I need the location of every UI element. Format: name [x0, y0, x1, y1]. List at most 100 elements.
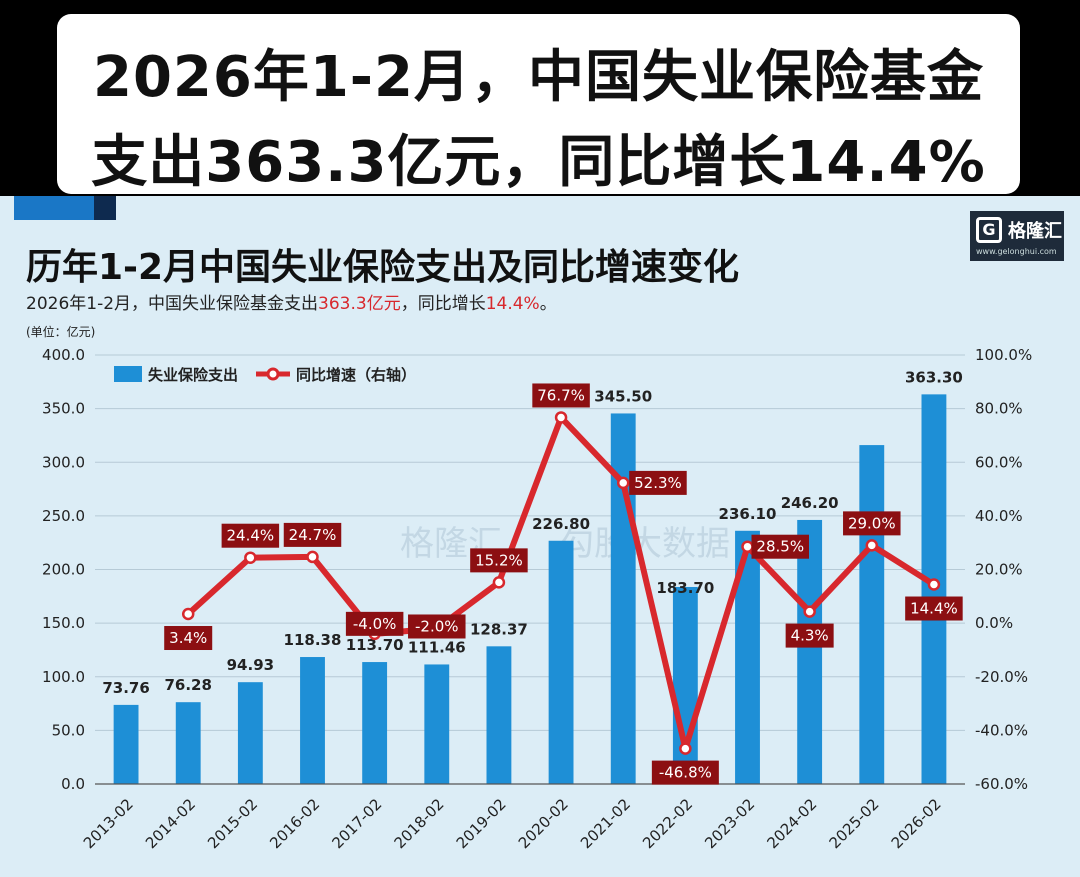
growth-point: [492, 576, 506, 589]
x-tick-label: 2015-02: [204, 795, 261, 852]
bar-value-label: 236.10: [719, 505, 777, 523]
y-left-tick-label: 0.0: [61, 775, 85, 793]
growth-value-label: 3.4%: [169, 629, 207, 647]
growth-point: [181, 607, 195, 621]
chart-title: 历年1-2月中国失业保险支出及同比增速变化: [26, 247, 740, 288]
x-tick-label: 2019-02: [453, 795, 510, 852]
growth-label-box: [532, 383, 590, 408]
bar-value-label: 76.28: [164, 676, 211, 694]
growth-point: [927, 578, 941, 591]
x-tick-label: 2025-02: [826, 795, 883, 852]
logo-g-icon: G: [976, 217, 1002, 243]
growth-label-box: [751, 534, 809, 559]
bar-value-label: 94.93: [227, 656, 274, 674]
growth-label-box: [408, 614, 466, 639]
growth-point: [865, 539, 879, 552]
watermark-text-2: 勾股大数据: [560, 524, 730, 564]
y-right-tick-label: -60.0%: [975, 775, 1028, 793]
bar: [797, 519, 823, 784]
x-tick-label: 2026-02: [888, 795, 945, 852]
bar: [175, 702, 201, 784]
decorative-bar: [14, 196, 94, 220]
growth-label-box: [651, 760, 719, 785]
y-right-tick-label: -20.0%: [975, 668, 1028, 686]
growth-label-box: [629, 470, 687, 495]
bar-value-label: 345.50: [594, 387, 652, 405]
x-tick-label: 2021-02: [577, 795, 634, 852]
y-left-tick-label: 300.0: [42, 453, 85, 471]
bar-value-label: 118.38: [284, 631, 342, 649]
growth-value-label: 76.7%: [537, 386, 585, 404]
x-tick-label: 2024-02: [763, 795, 820, 852]
logo-url: www.gelonghui.com: [976, 247, 1057, 256]
growth-value-label: 15.2%: [475, 551, 523, 569]
y-left-tick-label: 350.0: [42, 400, 85, 418]
subtitle-prefix: 2026年1-2月，中国失业保险基金支出: [26, 294, 319, 314]
growth-point: [679, 742, 692, 755]
bar: [610, 413, 636, 784]
bar-value-label: 246.20: [781, 494, 839, 512]
headline-line-2: 支出363.3亿元，同比增长14.4%: [91, 130, 986, 195]
growth-value-label: 52.3%: [634, 474, 682, 492]
y-right-tick-label: 60.0%: [975, 453, 1023, 471]
bar: [859, 445, 885, 784]
y-left-tick-label: 400.0: [42, 346, 85, 364]
growth-point: [244, 551, 257, 564]
bar-value-label: 128.37: [470, 620, 528, 638]
headline-banner: 2026年1-2月，中国失业保险基金 支出363.3亿元，同比增长14.4%: [57, 14, 1020, 195]
growth-value-label: 29.0%: [848, 514, 896, 532]
subtitle-value: 363.3亿元: [318, 294, 401, 314]
growth-point: [306, 550, 319, 564]
bar: [300, 657, 325, 784]
bar-value-label: 113.70: [346, 636, 404, 654]
growth-value-label: 14.4%: [910, 600, 958, 618]
growth-value-label: 24.4%: [227, 527, 275, 545]
x-tick-label: 2013-02: [80, 795, 137, 852]
headline-line-1: 2026年1-2月，中国失业保险基金: [92, 45, 985, 110]
x-tick-label: 2017-02: [328, 795, 385, 852]
x-tick-label: 2016-02: [266, 795, 323, 852]
subtitle-suffix: 。: [539, 294, 557, 314]
bar-value-label: 111.46: [408, 638, 466, 656]
x-tick-label: 2022-02: [639, 795, 696, 852]
legend-line-label: 同比增速（右轴）: [296, 366, 416, 384]
growth-label-box: [164, 626, 213, 651]
bar: [548, 540, 574, 784]
legend-line-marker: [266, 367, 280, 381]
legend-bar-swatch: [114, 366, 142, 382]
growth-value-label: -2.0%: [415, 617, 459, 635]
growth-value-label: 24.7%: [289, 526, 337, 544]
x-tick-label: 2020-02: [515, 795, 572, 852]
growth-point: [741, 540, 754, 553]
bar-value-label: 183.70: [656, 579, 714, 597]
growth-label-box: [470, 548, 528, 573]
line-series: 3.4% 24.4% 24.7% -4.0% -2.0% 15.2% 76.7% 52.3% -…: [164, 383, 963, 785]
growth-label-box: [221, 523, 280, 548]
logo-name: 格隆汇: [1008, 221, 1062, 242]
growth-point: [616, 476, 630, 490]
growth-value-label: 28.5%: [756, 538, 804, 556]
growth-value-label: 4.3%: [791, 627, 829, 645]
grid-lines: [95, 354, 965, 785]
bar-value-label: 363.30: [905, 368, 963, 386]
growth-point: [803, 605, 816, 618]
y-right-tick-label: -40.0%: [975, 721, 1028, 739]
bar-value-label: 73.76: [102, 679, 149, 697]
y-right-tick-label: 0.0%: [975, 614, 1013, 632]
legend-bar-label: 失业保险支出: [148, 366, 238, 384]
chart-subtitle: 2026年1-2月，中国失业保险基金支出363.3亿元，同比增长14.4%。: [26, 289, 557, 314]
subtitle-mid: ，同比增长: [400, 294, 486, 314]
y-right-tick-label: 80.0%: [975, 400, 1023, 418]
x-tick-label: 2023-02: [701, 795, 758, 852]
growth-label-box: [785, 623, 834, 648]
chart-plot: 格隆汇 勾股大数据 73.76 76.28 94.93 118.38 113.70 111…: [42, 346, 1032, 852]
growth-value-label: -4.0%: [353, 615, 397, 633]
y-right-tick-label: 100.0%: [975, 346, 1032, 364]
growth-label-box: [345, 611, 404, 636]
legend: 失业保险支出 同比增速（右轴）: [114, 366, 416, 384]
y-left-tick-label: 250.0: [42, 507, 85, 525]
bar-value-label: 226.80: [532, 515, 590, 533]
watermark: 格隆汇 勾股大数据: [400, 524, 730, 564]
y-right-tick-label: 40.0%: [975, 507, 1023, 525]
x-tick-label: 2018-02: [391, 795, 448, 852]
